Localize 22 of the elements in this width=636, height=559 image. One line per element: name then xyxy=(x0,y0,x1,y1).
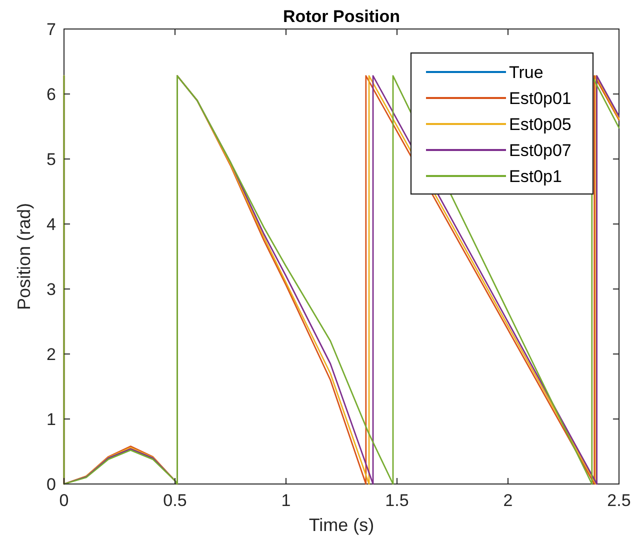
legend-label: Est0p1 xyxy=(509,166,562,186)
y-tick-label: 0 xyxy=(46,474,56,494)
legend-label: Est0p01 xyxy=(509,88,572,108)
x-tick-label: 1 xyxy=(281,491,291,510)
y-tick-label: 5 xyxy=(46,150,56,169)
y-tick-label: 3 xyxy=(46,280,56,299)
x-tick-label: 0.5 xyxy=(163,491,187,510)
x-axis-title: Time (s) xyxy=(308,515,374,535)
x-tick-label: 0 xyxy=(59,491,69,510)
x-tick-label: 1.5 xyxy=(385,491,409,510)
x-tick-label: 2 xyxy=(503,491,513,510)
chart-title: Rotor Position xyxy=(282,7,400,26)
legend-label: Est0p05 xyxy=(509,114,572,134)
y-axis-title: Position (rad) xyxy=(14,202,34,310)
y-tick-label: 4 xyxy=(46,214,56,234)
y-tick-label: 2 xyxy=(46,344,56,364)
y-tick-label: 1 xyxy=(46,410,56,429)
legend-label: True xyxy=(509,62,544,82)
x-tick-label: 2.5 xyxy=(607,491,631,510)
y-tick-label: 7 xyxy=(46,20,56,39)
y-tick-label: 6 xyxy=(46,84,56,104)
legend-label: Est0p07 xyxy=(509,140,572,160)
